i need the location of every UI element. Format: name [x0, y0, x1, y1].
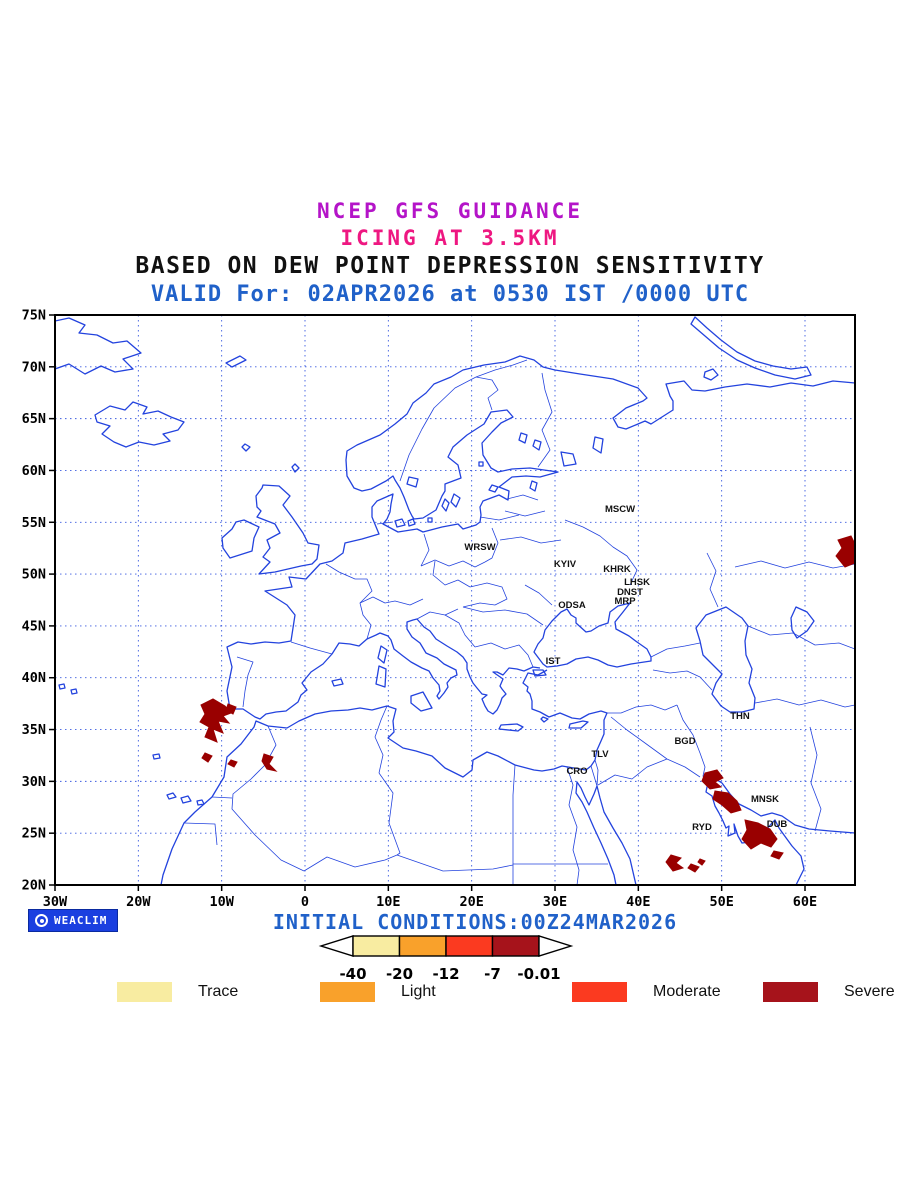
- city-label-mrp: MRP: [614, 596, 636, 607]
- legend: Trace Light Moderate Severe: [0, 982, 900, 1008]
- severe-icing-region: [227, 759, 238, 768]
- lon-tick-label: 20E: [459, 894, 483, 910]
- colorbar-segment: [445, 935, 494, 957]
- city-label-lhsk: LHSK: [624, 577, 650, 588]
- lat-tick-label: 30N: [22, 774, 46, 790]
- colorbar-segment: [352, 935, 401, 957]
- lat-tick-label: 75N: [22, 308, 46, 324]
- lat-tick-label: 35N: [22, 722, 46, 738]
- severe-icing-region: [712, 790, 742, 814]
- legend-item-light: Light: [320, 982, 436, 1002]
- legend-label: Trace: [198, 983, 239, 1000]
- colorbar-left-arrow: [318, 935, 354, 957]
- city-label-dnst: DNST: [617, 587, 643, 598]
- legend-item-trace: Trace: [117, 982, 238, 1002]
- lat-tick-label: 45N: [22, 618, 46, 634]
- colorbar-tick-label: -0.01: [517, 965, 560, 983]
- lon-tick-label: 10W: [209, 894, 234, 910]
- colorbar: -40 -20 -12 -7 -0.01: [318, 935, 574, 983]
- initial-conditions-text: INITIAL CONDITIONS:00Z24MAR2026: [272, 910, 678, 934]
- title-method: BASED ON DEW POINT DEPRESSION SENSITIVIT…: [135, 253, 765, 279]
- city-label-dub: DUB: [767, 819, 788, 830]
- city-label-cro: CRO: [566, 766, 587, 777]
- lat-tick-label: 50N: [22, 567, 46, 583]
- colorbar-right-arrow: [538, 935, 574, 957]
- weaclim-badge: WEACLIM: [28, 909, 119, 932]
- city-label-mnsk: MNSK: [751, 794, 779, 805]
- severe-icing-region: [697, 858, 706, 866]
- colorbar-tick-label: -40: [339, 965, 366, 983]
- city-label-thn: THN: [730, 711, 750, 722]
- title-model: NCEP GFS GUIDANCE: [317, 199, 583, 223]
- colorbar-tick-label: -12: [432, 965, 459, 983]
- lon-tick-label: 30E: [543, 894, 567, 910]
- city-label-bgd: BGD: [674, 736, 695, 747]
- lon-tick-label: 30W: [43, 894, 68, 910]
- city-label-wrsw: WRSW: [464, 542, 495, 553]
- city-label-ist: IST: [546, 656, 561, 667]
- legend-swatch-severe: [763, 982, 818, 1002]
- lon-tick-label: 0: [301, 894, 309, 910]
- weaclim-label: WEACLIM: [54, 914, 108, 927]
- severe-icing-region: [261, 753, 278, 772]
- lat-tick-label: 70N: [22, 359, 46, 375]
- severe-icing-region: [835, 535, 855, 568]
- title-valid-time: VALID For: 02APR2026 at 0530 IST /0000 U…: [150, 282, 750, 307]
- city-label-khrk: KHRK: [603, 564, 631, 575]
- legend-label: Moderate: [653, 983, 721, 1000]
- lat-tick-label: 60N: [22, 463, 46, 479]
- legend-swatch-moderate: [572, 982, 627, 1002]
- severe-icing-region: [199, 698, 232, 743]
- weaclim-logo-icon: [35, 914, 48, 927]
- colorbar-segment: [398, 935, 447, 957]
- legend-label: Severe: [844, 983, 895, 1000]
- severe-icing-region: [665, 854, 685, 872]
- lat-tick-label: 55N: [22, 515, 46, 531]
- lon-tick-label: 60E: [793, 894, 817, 910]
- severe-icing-region: [701, 769, 724, 790]
- severe-icing-region: [741, 819, 778, 850]
- city-label-ryd: RYD: [692, 822, 712, 833]
- colorbar-segment: [491, 935, 540, 957]
- lon-tick-label: 40E: [626, 894, 650, 910]
- city-label-tlv: TLV: [591, 749, 609, 760]
- chart-titles: NCEP GFS GUIDANCE ICING AT 3.5KM BASED O…: [0, 197, 900, 309]
- city-label-mscw: MSCW: [605, 504, 635, 515]
- lon-tick-label: 10E: [376, 894, 400, 910]
- colorbar-tick-label: -7: [484, 965, 501, 983]
- legend-label: Light: [401, 983, 436, 1000]
- map-geography: [55, 316, 855, 885]
- city-label-kyiv: KYIV: [554, 559, 577, 570]
- map-grid: [55, 315, 855, 885]
- legend-item-moderate: Moderate: [572, 982, 721, 1002]
- severe-icing-region: [687, 863, 700, 873]
- legend-swatch-light: [320, 982, 375, 1002]
- lat-tick-label: 20N: [22, 878, 46, 894]
- lat-tick-label: 65N: [22, 411, 46, 427]
- map-frame: [54, 314, 856, 886]
- legend-swatch-trace: [117, 982, 172, 1002]
- severe-icing-region: [770, 850, 784, 860]
- colorbar-tick-label: -20: [386, 965, 413, 983]
- title-product: ICING AT 3.5KM: [340, 226, 560, 250]
- legend-item-severe: Severe: [763, 982, 895, 1002]
- city-label-odsa: ODSA: [558, 600, 586, 611]
- lat-tick-label: 25N: [22, 826, 46, 842]
- severe-icing-region: [225, 703, 237, 715]
- lat-tick-label: 40N: [22, 670, 46, 686]
- lon-tick-label: 50E: [709, 894, 733, 910]
- lon-tick-label: 20W: [126, 894, 151, 910]
- severe-icing-region: [201, 752, 213, 763]
